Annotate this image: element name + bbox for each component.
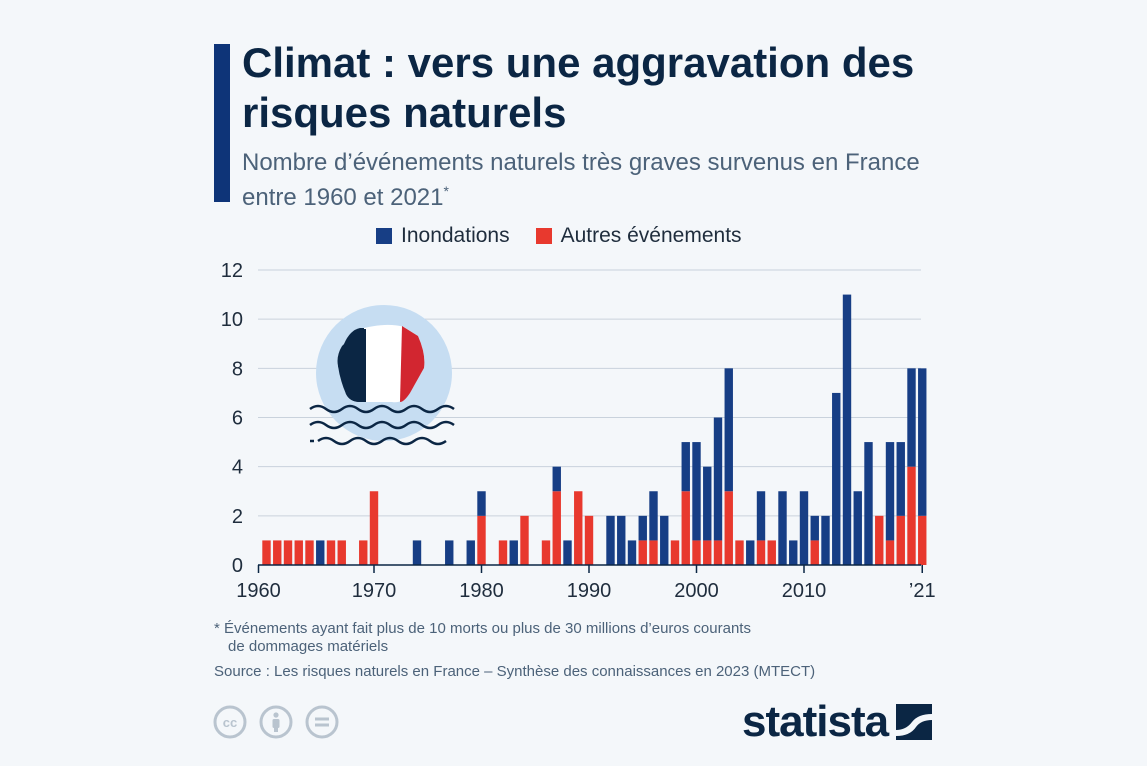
bar-inondations	[467, 540, 475, 565]
statista-logo[interactable]: statista	[742, 698, 932, 746]
y-tick-label: 4	[232, 457, 243, 479]
bar-inondations	[617, 516, 625, 565]
bar-inondations	[477, 491, 485, 516]
bar-autres	[305, 540, 313, 565]
bar-inondations	[606, 516, 614, 565]
bar-autres	[553, 491, 561, 565]
bar-inondations	[789, 540, 797, 565]
footnote-line-2: de dommages matériels	[214, 638, 934, 656]
x-tick-label: 1990	[567, 580, 612, 602]
bar-inondations	[692, 442, 700, 540]
bar-inondations	[843, 295, 851, 565]
bar-inondations	[811, 516, 819, 541]
bar-autres	[907, 467, 915, 565]
bar-inondations	[703, 467, 711, 541]
x-tick-label: ’21	[909, 580, 936, 602]
bar-inondations	[897, 442, 905, 516]
bar-inondations	[445, 540, 453, 565]
bar-autres	[735, 540, 743, 565]
statista-logo-text: statista	[742, 698, 888, 746]
bar-autres	[585, 516, 593, 565]
bar-autres	[284, 540, 292, 565]
source-text: Source : Les risques naturels en France …	[214, 663, 815, 680]
bar-autres	[725, 491, 733, 565]
bar-inondations	[714, 418, 722, 541]
bar-autres	[574, 491, 582, 565]
bar-inondations	[553, 467, 561, 492]
bar-inondations	[649, 491, 657, 540]
svg-text:cc: cc	[223, 715, 237, 730]
bar-inondations	[907, 368, 915, 466]
bar-autres	[262, 540, 270, 565]
bar-inondations	[510, 540, 518, 565]
cc-icon[interactable]: cc	[213, 705, 247, 739]
x-tick-label: 1980	[459, 580, 504, 602]
bar-inondations	[918, 368, 926, 515]
bar-inondations	[800, 491, 808, 565]
bar-autres	[499, 540, 507, 565]
bar-autres	[338, 540, 346, 565]
footnote: * Événements ayant fait plus de 10 morts…	[214, 620, 934, 656]
bar-inondations	[413, 540, 421, 565]
bar-autres	[477, 516, 485, 565]
bar-inondations	[886, 442, 894, 540]
bar-inondations	[864, 442, 872, 565]
bar-autres	[542, 540, 550, 565]
bar-autres	[703, 540, 711, 565]
x-tick-label: 2000	[674, 580, 719, 602]
x-tick-label: 1970	[352, 580, 397, 602]
bar-inondations	[639, 516, 647, 541]
bar-inondations	[316, 540, 324, 565]
bar-autres	[671, 540, 679, 565]
footnote-line-1: * Événements ayant fait plus de 10 morts…	[214, 620, 934, 638]
bar-autres	[327, 540, 335, 565]
y-tick-label: 8	[232, 358, 243, 380]
bar-inondations	[821, 516, 829, 565]
bar-autres	[639, 540, 647, 565]
statista-mark-icon	[896, 704, 932, 740]
y-tick-label: 10	[221, 309, 243, 331]
bar-autres	[875, 516, 883, 565]
bar-autres	[768, 540, 776, 565]
y-tick-label: 2	[232, 506, 243, 528]
x-axis: 1960 1970 1980 1990 2000 2010 ’21	[236, 565, 935, 602]
bar-autres	[692, 540, 700, 565]
bar-autres	[359, 540, 367, 565]
x-tick-label: 1960	[236, 580, 281, 602]
y-tick-label: 0	[232, 555, 243, 577]
bar-inondations	[563, 540, 571, 565]
bar-inondations	[854, 491, 862, 565]
bar-autres	[273, 540, 281, 565]
bar-inondations	[682, 442, 690, 491]
bar-inondations	[660, 516, 668, 565]
france-flag-waves-icon	[310, 305, 454, 444]
bar-inondations	[628, 540, 636, 565]
y-tick-label: 12	[221, 260, 243, 282]
bar-autres	[649, 540, 657, 565]
bar-autres	[295, 540, 303, 565]
x-tick-label: 2010	[782, 580, 827, 602]
bar-autres	[897, 516, 905, 565]
bar-autres	[520, 516, 528, 565]
bar-autres	[370, 491, 378, 565]
bar-autres	[757, 540, 765, 565]
bar-autres	[682, 491, 690, 565]
bar-inondations	[778, 491, 786, 565]
license-icons: cc	[213, 705, 351, 739]
bar-inondations	[746, 540, 754, 565]
bar-autres	[811, 540, 819, 565]
attribution-icon[interactable]	[259, 705, 293, 739]
bar-autres	[714, 540, 722, 565]
bar-autres	[918, 516, 926, 565]
bar-inondations	[832, 393, 840, 565]
y-tick-label: 6	[232, 408, 243, 430]
bar-inondations	[725, 368, 733, 491]
bar-autres	[886, 540, 894, 565]
bar-inondations	[757, 491, 765, 540]
no-derivatives-icon[interactable]	[305, 705, 339, 739]
